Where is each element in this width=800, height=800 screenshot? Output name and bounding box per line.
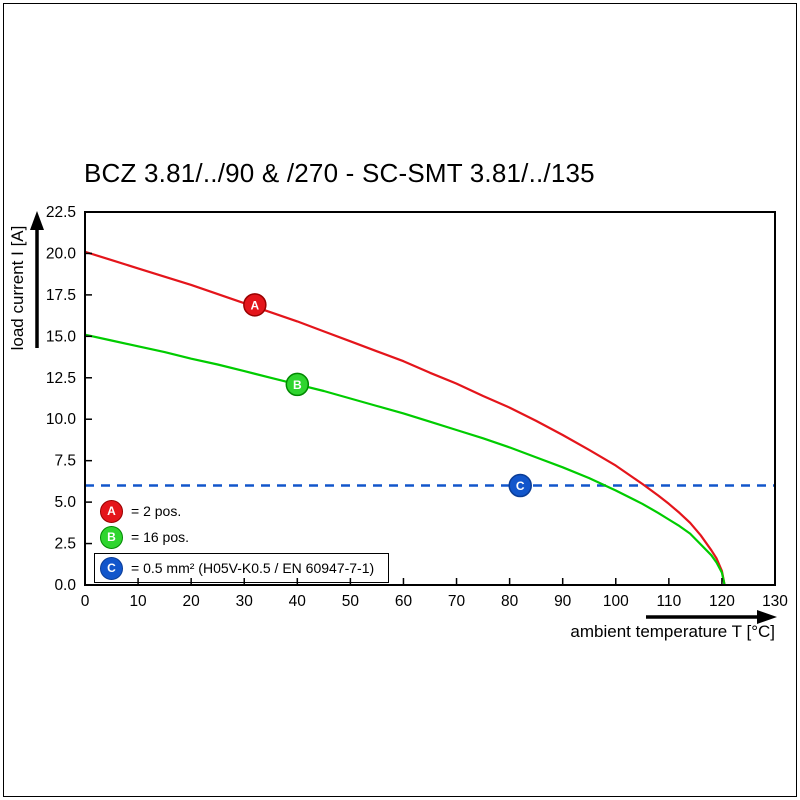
marker-a-letter: A bbox=[251, 298, 260, 312]
marker-c-letter: C bbox=[516, 479, 525, 493]
series-a-marker-icon: A bbox=[100, 499, 123, 523]
y-tick-label: 0.0 bbox=[54, 577, 76, 594]
curve-a bbox=[84, 250, 726, 586]
series-c-marker-icon: C bbox=[100, 556, 123, 580]
x-tick-label: 40 bbox=[289, 593, 307, 610]
y-tick-label: 17.5 bbox=[46, 287, 76, 304]
legend-item-b: B = 16 pos. bbox=[94, 524, 389, 550]
y-tick-label: 15.0 bbox=[46, 328, 77, 345]
series-b-marker-icon: B bbox=[100, 525, 123, 549]
y-tick-label: 7.5 bbox=[54, 453, 76, 470]
x-axis-label: ambient temperature T [°C] bbox=[570, 622, 775, 641]
x-tick-label: 100 bbox=[603, 593, 629, 610]
curve-b bbox=[84, 333, 726, 586]
chart-title: BCZ 3.81/../90 & /270 - SC-SMT 3.81/../1… bbox=[84, 158, 595, 188]
legend-item-b-label: = 16 pos. bbox=[131, 529, 189, 545]
marker-a-icon bbox=[243, 293, 267, 317]
x-axis-arrowhead-icon bbox=[757, 610, 777, 624]
y-axis-arrowhead-icon bbox=[30, 211, 44, 230]
y-tick-label: 10.0 bbox=[46, 411, 77, 428]
x-tick-label: 0 bbox=[81, 593, 90, 610]
x-tick-label: 120 bbox=[709, 593, 735, 610]
x-tick-label: 50 bbox=[342, 593, 360, 610]
x-tick-label: 20 bbox=[183, 593, 201, 610]
legend-item-c-label: = 0.5 mm² (H05V-K0.5 / EN 60947-7-1) bbox=[131, 560, 375, 576]
marker-b-icon bbox=[285, 372, 310, 397]
legend-item-a: A = 2 pos. bbox=[94, 498, 389, 524]
x-tick-label: 70 bbox=[448, 593, 466, 610]
x-tick-label: 110 bbox=[656, 593, 681, 610]
marker-c-icon bbox=[508, 473, 532, 498]
y-tick-label: 20.0 bbox=[46, 245, 77, 262]
x-tick-label: 60 bbox=[395, 593, 413, 610]
legend-item-c: C = 0.5 mm² (H05V-K0.5 / EN 60947-7-1) bbox=[94, 553, 390, 583]
x-tick-label: 130 bbox=[762, 593, 788, 610]
plot-border bbox=[84, 211, 776, 586]
legend: A = 2 pos. B = 16 pos. C = 0.5 mm² (H05V… bbox=[94, 498, 390, 583]
marker-b-letter: B bbox=[293, 378, 302, 392]
y-tick-label: 2.5 bbox=[54, 536, 76, 553]
x-tick-label: 90 bbox=[554, 593, 572, 610]
y-tick-label: 22.5 bbox=[46, 204, 76, 221]
x-tick-label: 10 bbox=[129, 593, 147, 610]
x-tick-label: 30 bbox=[236, 593, 254, 610]
legend-item-a-label: = 2 pos. bbox=[131, 503, 182, 519]
x-tick-label: 80 bbox=[501, 593, 519, 610]
y-tick-label: 12.5 bbox=[46, 370, 76, 387]
y-tick-label: 5.0 bbox=[54, 494, 76, 511]
